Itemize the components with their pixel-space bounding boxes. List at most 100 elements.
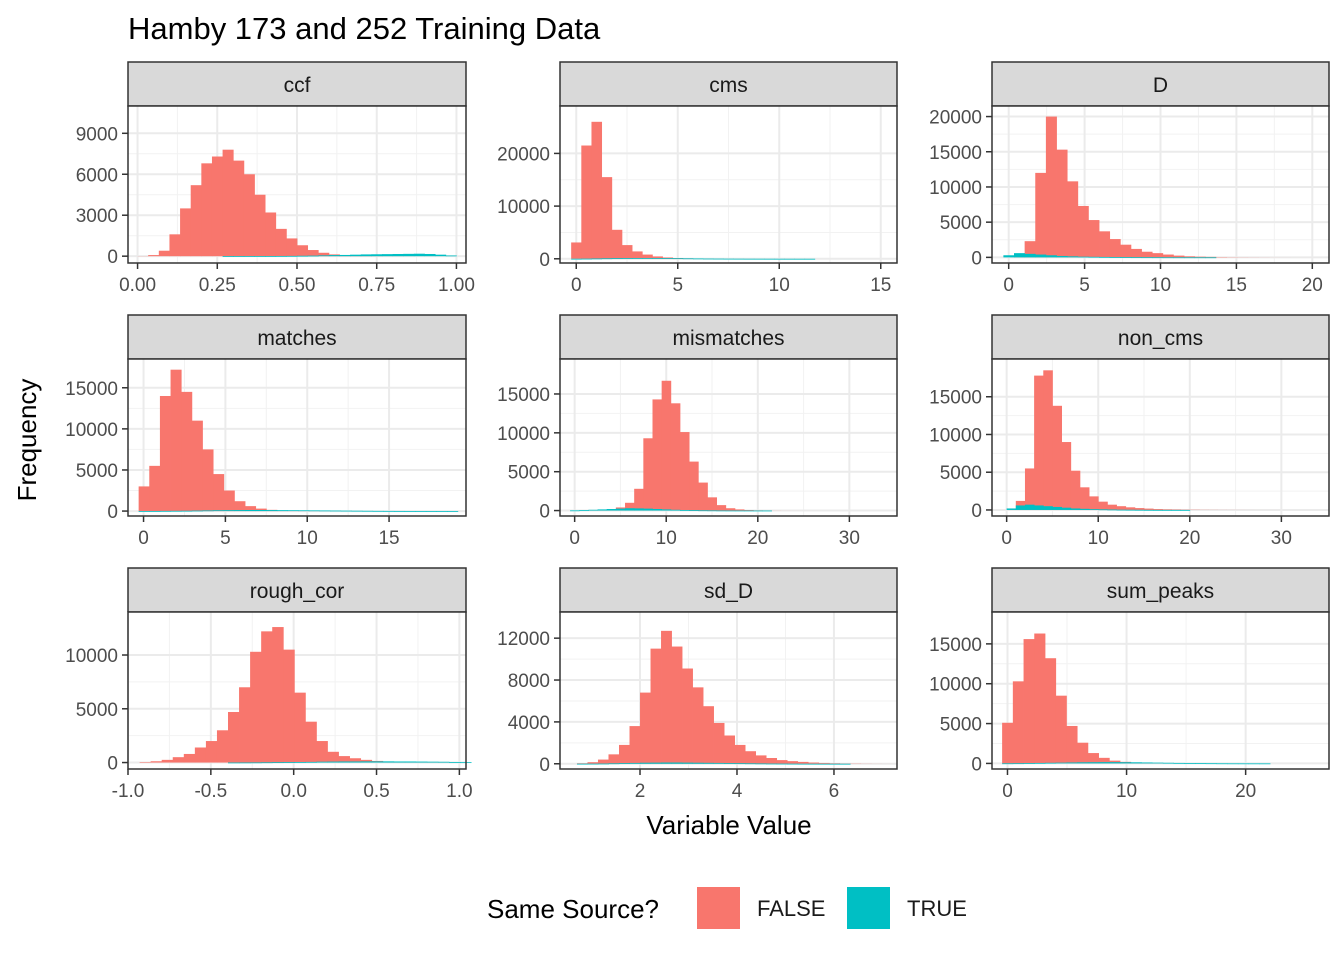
bar-false [632,251,643,259]
bar-true [1079,508,1090,510]
bar-true [1195,763,1207,764]
bar-false [275,228,287,257]
bar-true [1052,506,1062,510]
bar-false [223,490,235,512]
y-tick-label: 5000 [76,461,118,482]
y-tick-label: 0 [107,502,118,523]
bar-false [581,145,592,259]
bar-false [1066,725,1078,764]
x-tick-label: 0.25 [199,275,236,296]
bar-true [1087,762,1099,764]
bar-false [661,630,672,764]
bar-false [692,687,704,764]
bar-false [1024,241,1036,258]
bar-true [255,509,267,512]
x-tick-label: 0.50 [279,275,316,296]
bar-true [1024,504,1035,510]
bar-true [449,762,461,763]
bar-false [642,254,653,259]
bar-true [581,258,592,260]
bar-true [774,258,785,260]
bar-true [1184,763,1196,764]
bar-false [349,758,362,763]
y-tick-label: 5000 [508,463,550,484]
bar-true [305,761,317,763]
facet-strip [127,314,467,360]
bar-true [755,763,767,765]
bar-false [661,380,672,511]
bar-true [1205,763,1217,765]
x-tick-label: 20 [747,528,768,549]
y-tick-label: 10000 [497,424,550,445]
bar-true [447,511,459,512]
bar-true [1045,255,1057,258]
x-tick-label: 15 [378,528,399,549]
bar-false [1144,508,1154,510]
bar-true [606,509,617,511]
y-tick-label: 15000 [65,379,118,400]
y-tick-label: 15000 [929,635,982,656]
bar-true [745,763,757,765]
bar-false [703,706,714,764]
bar-true [640,762,651,764]
bar-true [707,510,717,512]
bar-true [1205,257,1217,259]
bar-false [1141,251,1153,258]
bar-true [1099,256,1111,258]
bar-false [1152,253,1164,258]
x-tick-label: 10 [769,275,790,296]
bar-true [576,763,588,765]
bar-true [223,510,235,512]
bar-true [1248,763,1260,765]
bar-false [338,756,350,763]
bar-false [222,149,234,257]
y-tick-label: 0 [971,501,982,522]
bar-true [1003,255,1015,258]
bar-false [1070,470,1081,510]
bar-false [318,252,330,257]
y-tick-label: 20000 [497,144,550,165]
bar-true [426,761,439,763]
bar-false [662,257,674,259]
bar-false [1099,231,1111,258]
bar-true [632,257,643,259]
bar-false [1052,405,1062,510]
y-tick-label: 10000 [929,425,982,446]
x-tick-label: 10 [1116,781,1137,802]
bar-true [689,510,699,511]
bar-true [1098,762,1110,764]
bar-true [629,762,641,764]
bar-true [587,763,599,765]
bar-true [1120,762,1132,764]
bar-false [1109,239,1121,258]
bar-true [1056,255,1068,258]
bar-true [1237,763,1250,765]
y-tick-label: 0 [971,248,982,269]
bar-true [662,258,674,259]
x-tick-label: -0.5 [194,781,227,802]
bar-true [1088,256,1100,258]
bar-false [1162,509,1172,510]
bar-false [158,250,170,257]
y-tick-label: 15000 [929,143,982,164]
bar-false [1134,508,1145,510]
facet-strip-label: ccf [284,74,311,97]
bar-false [216,730,229,763]
bar-false [161,759,174,763]
bar-true [1061,507,1072,510]
bar-true [1216,763,1228,765]
bar-false [1045,116,1057,258]
facet-rough-cor: rough_cor -1.0 -0.5 0.0 0.5 1.0 0 5000 10000 [65,567,473,802]
bar-false [1087,753,1099,764]
bar-true [1077,762,1089,764]
bar-true [1015,505,1026,510]
bar-true [245,509,257,512]
legend-title: Same Source? [487,894,659,924]
y-tick-label: 6000 [76,165,118,186]
legend-label-true: TRUE [907,896,967,921]
bar-false [818,762,830,764]
panel-border [559,105,898,264]
bar-true [724,763,735,764]
bar-false [608,754,620,764]
bar-true [1120,257,1132,258]
